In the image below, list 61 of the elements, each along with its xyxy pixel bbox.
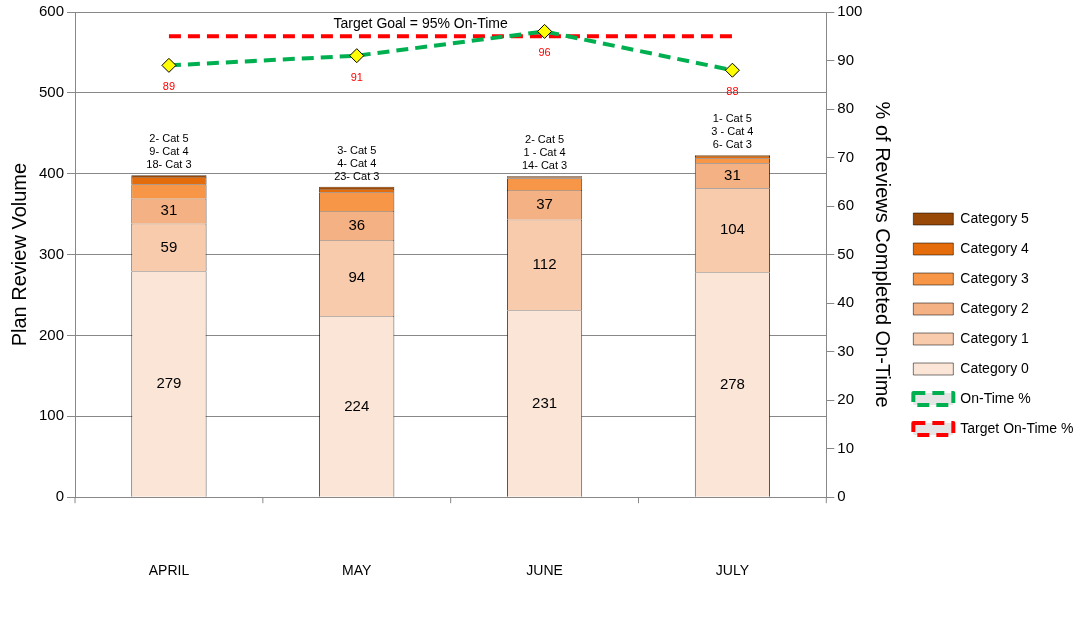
data-label: 18- Cat 3	[146, 158, 192, 171]
y-tick-label: 100	[39, 406, 65, 424]
data-label: 88	[726, 85, 739, 98]
y-tick-label: 200	[39, 325, 65, 343]
y2-tick-label: 0	[837, 487, 846, 505]
y2-tick-label: 60	[837, 196, 854, 214]
data-label: 112	[532, 255, 557, 273]
data-label: 6- Cat 3	[712, 138, 752, 151]
y2-tick-label: 20	[837, 390, 854, 408]
data-label: 14- Cat 3	[521, 159, 568, 172]
y2-tick-label: 30	[837, 341, 854, 359]
legend-label: Category 0	[960, 359, 1030, 376]
data-label: 31	[160, 201, 178, 219]
data-label: 231	[532, 393, 558, 411]
y2-tick-label: 90	[837, 50, 854, 68]
data-label: 91	[350, 70, 363, 83]
data-label: 224	[344, 396, 370, 414]
data-label: 279	[156, 374, 182, 392]
y-tick-label: 0	[55, 487, 65, 505]
x-tick-label: APRIL	[148, 562, 190, 579]
data-label: 9- Cat 4	[149, 145, 189, 158]
data-label: 31	[724, 165, 741, 183]
x-tick-label: JUNE	[526, 562, 563, 579]
data-label: 1- Cat 5	[712, 112, 752, 125]
data-label: 59	[160, 237, 178, 255]
data-label: 3 - Cat 4	[711, 125, 754, 138]
y-tick-label: 400	[39, 163, 65, 181]
y2-tick-label: 100	[837, 2, 863, 20]
legend-label: Category 2	[960, 299, 1030, 316]
data-label: 104	[719, 220, 745, 238]
legend-label: Category 3	[960, 269, 1030, 286]
y2-axis-title: % of Reviews Completed On-Time	[871, 101, 894, 408]
y2-tick-label: 10	[837, 438, 854, 456]
data-label: 1 - Cat 4	[523, 146, 566, 159]
data-label: 278	[719, 374, 745, 392]
data-label: 37	[536, 195, 553, 213]
data-label: 2- Cat 5	[525, 133, 565, 146]
legend-label: Category 5	[960, 209, 1030, 226]
data-label: 23- Cat 3	[334, 169, 380, 182]
x-tick-label: JULY	[715, 562, 750, 579]
legend-label: On-Time %	[960, 389, 1031, 406]
y-tick-label: 600	[39, 2, 65, 20]
y-tick-label: 300	[39, 244, 65, 262]
x-tick-label: MAY	[342, 562, 373, 579]
data-label: 89	[162, 80, 176, 93]
annotation: Target Goal = 95% On-Time	[333, 14, 508, 31]
y-tick-label: 500	[39, 83, 65, 101]
data-label: 94	[348, 268, 366, 286]
y2-tick-label: 50	[837, 244, 854, 262]
legend-label: Category 4	[960, 239, 1030, 256]
legend-label: Category 1	[960, 329, 1030, 346]
data-label: 4- Cat 4	[337, 156, 377, 169]
y2-tick-label: 70	[837, 147, 854, 165]
legend-label: Target On-Time %	[960, 419, 1074, 436]
data-label: 2- Cat 5	[149, 132, 189, 145]
y-axis-title: Plan Review Volume	[7, 162, 30, 347]
data-label: 96	[538, 46, 551, 59]
y2-tick-label: 80	[837, 99, 854, 117]
data-label: 3- Cat 5	[337, 143, 377, 156]
data-label: 36	[348, 215, 366, 233]
y2-tick-label: 40	[837, 293, 854, 311]
